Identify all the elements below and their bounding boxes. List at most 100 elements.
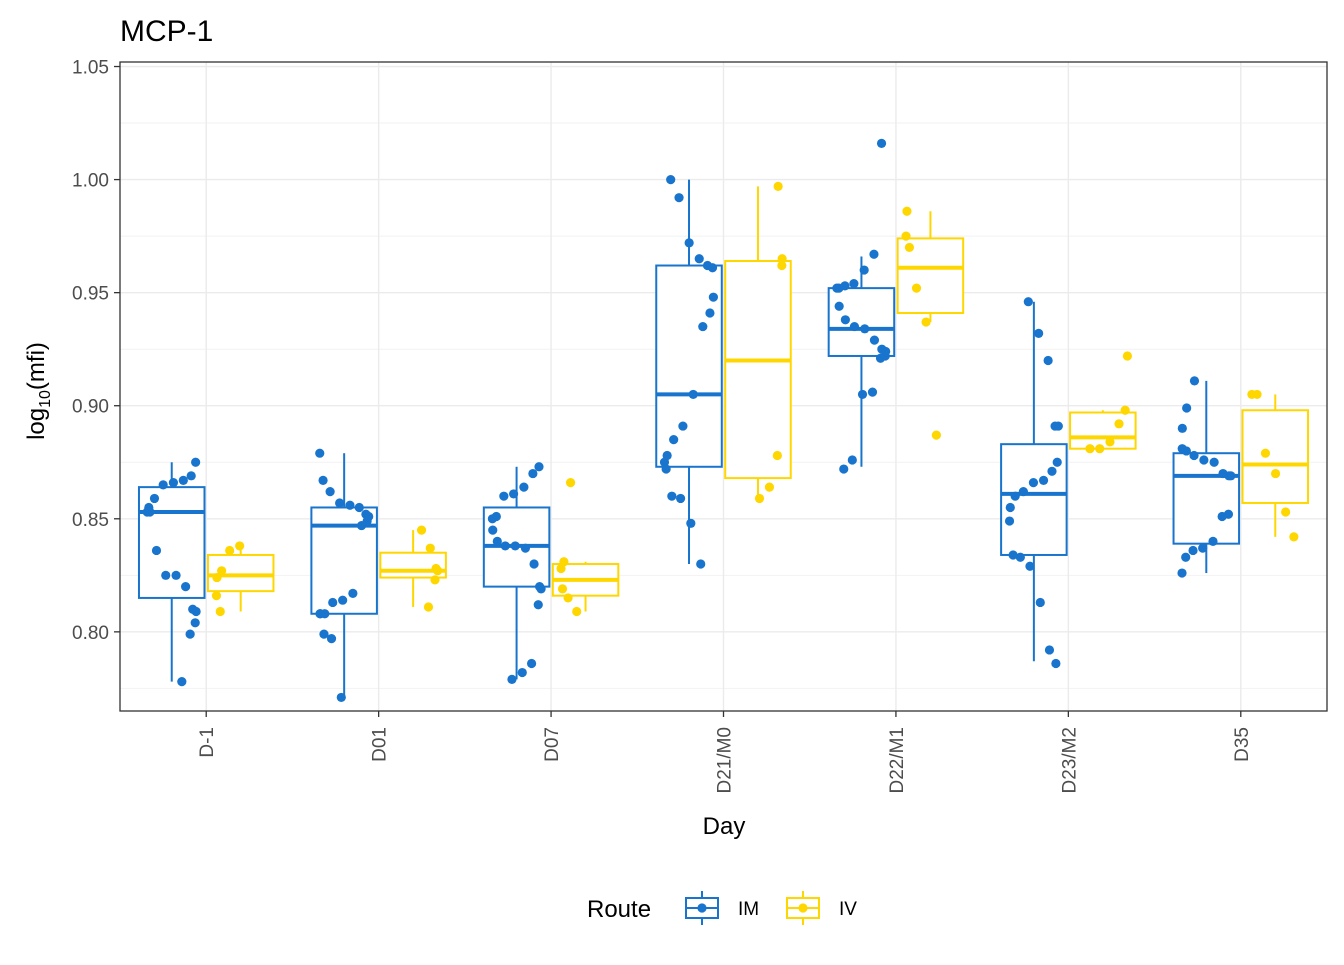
point-IM-D01 bbox=[318, 475, 328, 485]
point-IM-D35 bbox=[1177, 444, 1187, 454]
y-axis-title-subscript: 10 bbox=[37, 390, 54, 408]
point-IM-D-1 bbox=[188, 604, 198, 614]
point-IM-D01 bbox=[361, 509, 371, 519]
point-IV-D35 bbox=[1281, 507, 1291, 517]
legend-label-IV: IV bbox=[839, 899, 857, 920]
box-body bbox=[1069, 411, 1137, 450]
point-IV-D01 bbox=[430, 575, 440, 585]
point-IV-D35 bbox=[1247, 389, 1257, 400]
point-IM-D23/M2 bbox=[1004, 516, 1015, 526]
y-tick-label: 0.90 bbox=[72, 397, 109, 418]
point-IM-D35 bbox=[1198, 543, 1208, 553]
point-IV-D01 bbox=[416, 525, 427, 535]
point-IM-D35 bbox=[1199, 455, 1209, 465]
point-IM-D22/M1 bbox=[859, 265, 869, 275]
point-IV-D-1 bbox=[225, 545, 235, 556]
point-IM-D-1 bbox=[178, 475, 188, 485]
point-IV-D07 bbox=[559, 557, 569, 567]
x-tick-label: D22/M1 bbox=[887, 727, 908, 794]
point-IV-D22/M1 bbox=[902, 206, 912, 216]
y-tick-label: 0.80 bbox=[72, 623, 109, 644]
point-IM-D35 bbox=[1209, 457, 1219, 467]
point-IM-D01 bbox=[348, 588, 358, 599]
point-IM-D21/M0 bbox=[698, 321, 708, 332]
point-IM-D01 bbox=[325, 487, 335, 497]
point-IM-D01 bbox=[315, 448, 325, 458]
point-IV-D-1 bbox=[215, 606, 225, 617]
point-IM-D22/M1 bbox=[869, 249, 879, 259]
box-body bbox=[1241, 409, 1310, 504]
point-IV-D35 bbox=[1260, 448, 1271, 458]
point-IM-D35 bbox=[1188, 545, 1198, 556]
point-IM-D07 bbox=[529, 559, 539, 569]
point-IM-D21/M0 bbox=[708, 292, 718, 302]
point-IM-D21/M0 bbox=[705, 308, 715, 318]
point-IM-D23/M2 bbox=[1008, 550, 1018, 560]
point-IV-D23/M2 bbox=[1085, 444, 1095, 454]
point-IV-D21/M0 bbox=[777, 254, 787, 264]
point-IM-D23/M2 bbox=[1051, 658, 1061, 669]
point-IV-D23/M2 bbox=[1122, 351, 1133, 361]
point-IM-D23/M2 bbox=[1034, 328, 1044, 338]
point-IV-D07 bbox=[557, 584, 568, 594]
point-IM-D07 bbox=[499, 491, 509, 501]
point-IM-D-1 bbox=[181, 582, 191, 592]
point-IV-D22/M1 bbox=[904, 242, 915, 253]
legend-keys: IM IV bbox=[685, 891, 857, 925]
point-IM-D07 bbox=[491, 511, 501, 522]
point-IM-D23/M2 bbox=[1052, 457, 1062, 467]
point-IM-D23/M2 bbox=[1050, 421, 1060, 431]
point-IM-D22/M1 bbox=[860, 324, 870, 334]
x-tick-label: D01 bbox=[370, 727, 391, 762]
point-IM-D01 bbox=[319, 629, 329, 639]
box-IV-D35 bbox=[1241, 394, 1310, 537]
point-IM-D07 bbox=[520, 543, 531, 553]
x-axis-title: Day bbox=[703, 813, 746, 840]
box-IM-D22/M1 bbox=[827, 256, 896, 467]
y-tick-label: 1.00 bbox=[72, 171, 109, 192]
legend-key-point bbox=[697, 903, 707, 913]
point-IM-D07 bbox=[492, 536, 502, 547]
x-tick-label: D23/M2 bbox=[1059, 727, 1080, 794]
point-IM-D35 bbox=[1177, 568, 1187, 578]
point-IM-D23/M2 bbox=[1015, 552, 1025, 562]
point-IM-D21/M0 bbox=[675, 493, 686, 504]
point-IM-D07 bbox=[508, 489, 519, 499]
point-IM-D-1 bbox=[151, 545, 162, 556]
box-IV-D23/M2 bbox=[1069, 410, 1137, 450]
point-IM-D07 bbox=[533, 600, 543, 610]
boxes bbox=[137, 179, 1310, 698]
point-IM-D23/M2 bbox=[1028, 478, 1039, 488]
point-IM-D22/M1 bbox=[849, 279, 859, 289]
point-IM-D22/M1 bbox=[877, 344, 887, 354]
point-IM-D35 bbox=[1208, 536, 1218, 547]
point-IM-D21/M0 bbox=[669, 435, 679, 445]
point-IM-D-1 bbox=[185, 629, 195, 639]
point-IV-D21/M0 bbox=[777, 260, 787, 271]
point-IM-D21/M0 bbox=[667, 491, 677, 501]
point-IM-D23/M2 bbox=[1005, 502, 1015, 513]
point-IM-D07 bbox=[488, 525, 498, 535]
point-IM-D01 bbox=[328, 597, 338, 608]
point-IM-D07 bbox=[519, 482, 529, 492]
point-IM-D07 bbox=[507, 674, 517, 684]
legend-key-IM: IM bbox=[685, 891, 759, 925]
point-IV-D21/M0 bbox=[772, 450, 782, 461]
point-IM-D22/M1 bbox=[869, 335, 880, 345]
point-IM-D07 bbox=[526, 658, 537, 669]
legend-label-IM: IM bbox=[738, 899, 759, 920]
point-IM-D22/M1 bbox=[840, 281, 850, 291]
point-IV-D01 bbox=[423, 602, 434, 612]
chart-title: MCP-1 bbox=[120, 15, 213, 48]
point-IV-D-1 bbox=[211, 591, 222, 601]
point-IV-D07 bbox=[572, 606, 582, 617]
point-IM-D23/M2 bbox=[1010, 491, 1020, 501]
point-IM-D35 bbox=[1218, 468, 1228, 479]
point-IM-D21/M0 bbox=[694, 254, 704, 264]
point-IM-D-1 bbox=[158, 480, 168, 490]
point-IM-D22/M1 bbox=[847, 455, 857, 465]
point-IM-D01 bbox=[320, 609, 330, 619]
point-IM-D22/M1 bbox=[876, 138, 887, 149]
point-IM-D23/M2 bbox=[1038, 475, 1049, 485]
